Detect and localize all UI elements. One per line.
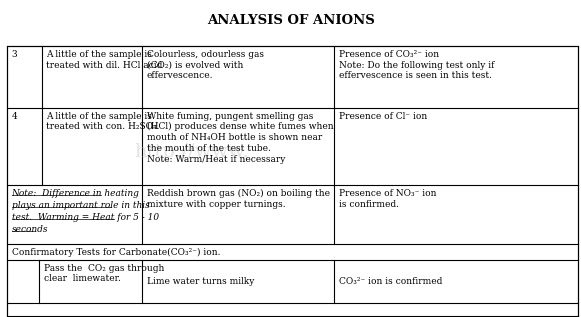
Text: Presence of NO₃⁻ ion
is confirmed.: Presence of NO₃⁻ ion is confirmed. xyxy=(339,189,436,209)
Text: seconds: seconds xyxy=(12,225,48,234)
Text: Colourless, odourless gas
(CO₂) is evolved with
effervescence.: Colourless, odourless gas (CO₂) is evolv… xyxy=(147,50,264,80)
Text: Confirmatory Tests for Carbonate(CO₃²⁻) ion.: Confirmatory Tests for Carbonate(CO₃²⁻) … xyxy=(12,248,220,256)
Text: Pass the  CO₂ gas through
clear  limewater.: Pass the CO₂ gas through clear limewater… xyxy=(44,264,164,283)
Text: 4: 4 xyxy=(12,112,17,120)
Text: Lime water turns milky: Lime water turns milky xyxy=(147,277,254,286)
Text: Reddish brown gas (NO₂) on boiling the
mixture with copper turnings.: Reddish brown gas (NO₂) on boiling the m… xyxy=(147,189,330,209)
Text: White fuming, pungent smelling gas
(HCl) produces dense white fumes when
mouth o: White fuming, pungent smelling gas (HCl)… xyxy=(147,112,333,164)
Text: A little of the sample is
treated with dil. HCl acid: A little of the sample is treated with d… xyxy=(46,50,163,69)
Text: A little of the sample is
treated with con. H₂SO₄.: A little of the sample is treated with c… xyxy=(46,112,160,131)
Text: Note:  Difference in heating: Note: Difference in heating xyxy=(12,189,139,198)
Text: Presence of CO₃²⁻ ion
Note: Do the following test only if
effervescence is seen : Presence of CO₃²⁻ ion Note: Do the follo… xyxy=(339,50,494,80)
Text: CO₃²⁻ ion is confirmed: CO₃²⁻ ion is confirmed xyxy=(339,277,442,286)
Text: Presence of Cl⁻ ion: Presence of Cl⁻ ion xyxy=(339,112,427,120)
Text: plays an important role in this: plays an important role in this xyxy=(12,201,149,210)
Text: ANALYSIS OF ANIONS: ANALYSIS OF ANIONS xyxy=(207,14,374,27)
Text: test.  Warming = Heat for 5 - 10: test. Warming = Heat for 5 - 10 xyxy=(12,213,159,222)
Text: http://www.: http://www. xyxy=(134,143,249,161)
Text: 3: 3 xyxy=(12,50,17,59)
